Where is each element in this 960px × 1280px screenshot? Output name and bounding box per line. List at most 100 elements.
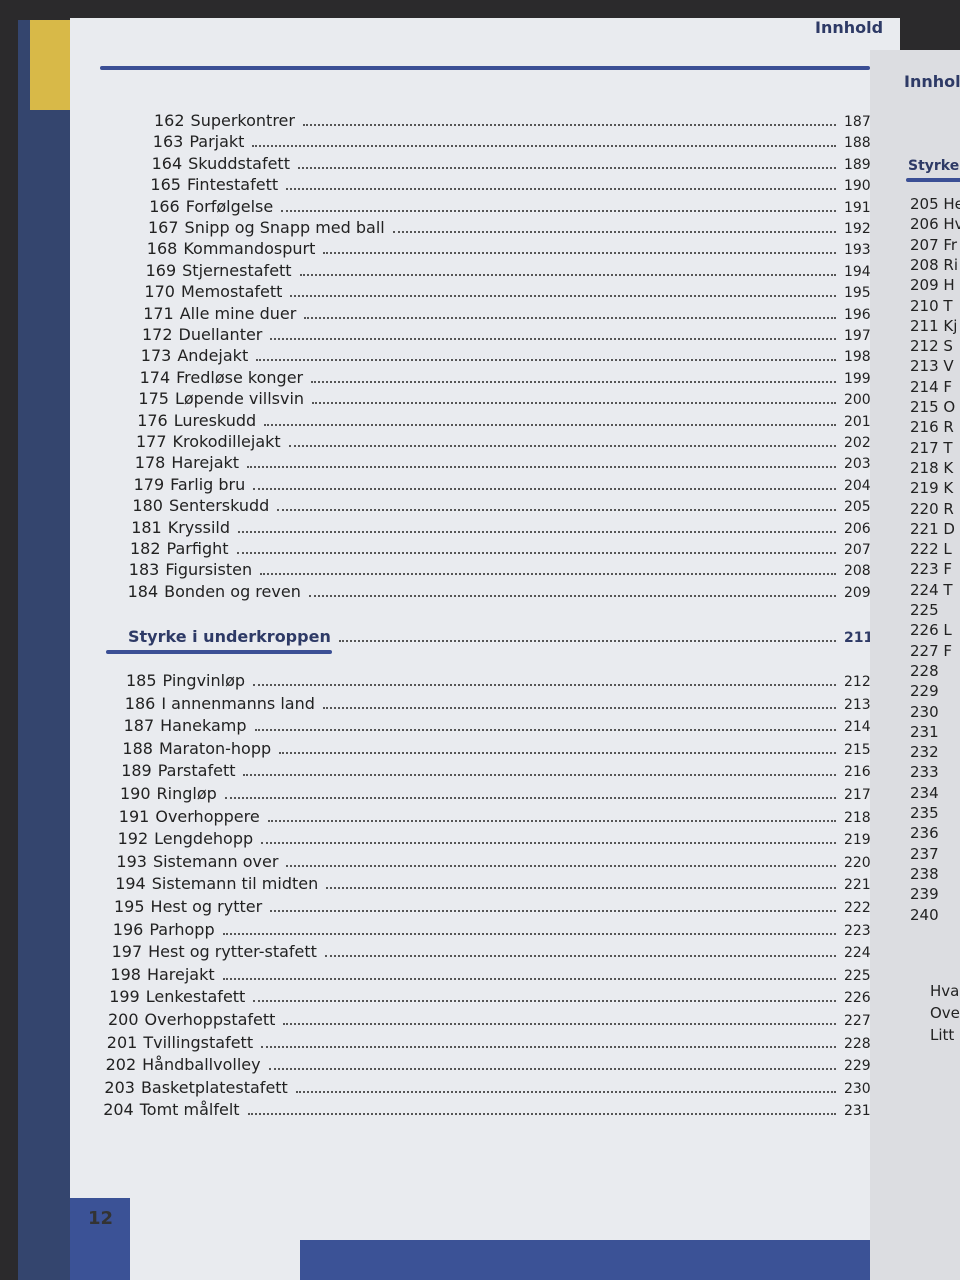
- entry-page: 227: [844, 1013, 871, 1029]
- toc-entry: 177 Krokodillejakt 202: [136, 431, 871, 451]
- leader-dots: [261, 842, 836, 845]
- toc-entry: 163 Parjakt 188: [152, 131, 871, 152]
- toc-entry: 168 Kommandospurt 193: [146, 238, 871, 259]
- toc-entry: 193 Sistemann over 220: [116, 851, 870, 871]
- leader-dots: [267, 819, 836, 822]
- toc-entry-fragment: 206 Hv: [910, 215, 960, 234]
- entry-number: 168: [146, 239, 178, 259]
- toc-entry-fragment: 219 K: [910, 479, 954, 498]
- entry-title: Parfight: [166, 539, 229, 558]
- leader-dots: [322, 706, 836, 709]
- entry-number: 163: [152, 132, 184, 152]
- leader-dots: [236, 552, 836, 554]
- section-rule: [906, 178, 960, 182]
- entry-page: 224: [843, 945, 871, 962]
- entry-page: 215: [843, 741, 871, 758]
- left-page: Innhold 162 Superkontrer 187 163 Parjakt 188 1…: [70, 18, 900, 1280]
- entry-page: 229: [843, 1058, 871, 1075]
- entry-number: 174: [139, 367, 171, 387]
- entry-page: 225: [843, 967, 871, 984]
- entry-page: 192: [844, 221, 871, 237]
- toc-entry-fragment: 234: [910, 783, 939, 802]
- footer-tab: [70, 1198, 130, 1280]
- entry-page: 199: [843, 370, 871, 387]
- entry-number: 170: [144, 282, 175, 302]
- entry-title: Fintestafett: [186, 175, 279, 195]
- entry-title: Parhopp: [149, 919, 215, 939]
- toc-entry-fragment: 218 K: [910, 458, 954, 477]
- entry-title: Løpende villsvin: [174, 389, 305, 409]
- leader-dots: [253, 487, 836, 490]
- toc-entry-fragment: 212 S: [910, 337, 953, 356]
- entry-title: Tomt målfelt: [139, 1100, 240, 1120]
- entry-number: 162: [154, 111, 185, 130]
- toc-entry: 180 Senterskudd 205: [132, 495, 870, 515]
- toc-entry-fragment: 207 Fr: [910, 235, 958, 254]
- entry-number: 176: [137, 410, 168, 430]
- entry-page: 201: [843, 413, 871, 430]
- entry-title: Bonden og reven: [164, 581, 301, 601]
- entry-number: 195: [114, 897, 145, 916]
- leader-dots: [392, 231, 836, 233]
- entry-title: Fredløse konger: [176, 367, 304, 387]
- toc-entry: 169 Stjernestafett 194: [146, 260, 871, 280]
- entry-page: 190: [843, 178, 871, 195]
- toc-entry: 197 Hest og rytter-stafett 224: [112, 941, 871, 962]
- toc-entry: 199 Lenkestafett 226: [109, 986, 871, 1007]
- entry-title: Snipp og Snapp med ball: [184, 218, 385, 237]
- toc-entry: 179 Farlig bru 204: [134, 474, 871, 494]
- entry-number: 198: [110, 964, 141, 984]
- entry-page: 191: [843, 199, 871, 216]
- toc-entry-fragment: 205 He: [910, 195, 960, 213]
- header-rule: [100, 66, 870, 70]
- entry-page: 223: [843, 922, 871, 939]
- entry-title: Overhoppere: [155, 806, 260, 826]
- page-header: Innhold: [815, 18, 884, 37]
- toc-entry-fragment: 239: [910, 885, 939, 904]
- entry-title: Hest og rytter-stafett: [148, 942, 317, 962]
- entry-title: Hest og rytter: [150, 897, 263, 916]
- toc-entry-fragment: 222 L: [910, 540, 952, 559]
- leader-dots: [312, 402, 836, 405]
- leader-dots: [302, 124, 836, 126]
- toc-entry: 201 Tvillingstafett 228: [107, 1032, 871, 1052]
- toc-entry: 178 Harejakt 203: [135, 452, 871, 473]
- leader-dots: [323, 252, 836, 255]
- toc-entry: 170 Memostafett 195: [144, 281, 870, 301]
- toc-entry: 196 Parhopp 223: [113, 919, 871, 939]
- leader-dots: [299, 273, 836, 276]
- leader-dots: [252, 145, 836, 148]
- leader-dots: [286, 864, 836, 867]
- entry-number: 175: [138, 389, 169, 409]
- toc-entry-fragment: 232: [910, 743, 939, 762]
- page-header: Innhol: [904, 72, 960, 91]
- toc-entry-fragment: 216 R: [910, 418, 954, 437]
- entry-number: 193: [116, 851, 147, 871]
- entry-title: Harejakt: [171, 453, 240, 473]
- entry-page: 188: [843, 135, 871, 152]
- entry-title: Andejakt: [177, 346, 249, 366]
- entry-title: Lenkestafett: [145, 987, 246, 1007]
- entry-page: 207: [844, 542, 871, 558]
- toc-entry: 162 Superkontrer 187: [154, 110, 871, 130]
- entry-title: Lengdehopp: [154, 829, 254, 849]
- toc-entry: 164 Skuddstafett 189: [152, 153, 871, 173]
- toc-entry-fragment: 224 T: [910, 580, 953, 599]
- entry-page: 226: [843, 990, 871, 1007]
- toc-entry: 198 Harejakt 225: [110, 964, 870, 984]
- toc-entry: 183 Figursisten 208: [129, 559, 871, 579]
- leader-dots: [279, 751, 836, 754]
- leader-dots: [264, 423, 836, 426]
- toc-entry-fragment: 225: [910, 601, 939, 619]
- entry-number: 185: [126, 671, 157, 690]
- entry-title: Superkontrer: [190, 111, 295, 130]
- entry-page: 195: [843, 285, 871, 302]
- entry-number: 192: [117, 829, 149, 849]
- entry-page: 187: [844, 114, 871, 130]
- entry-title: Forfølgelse: [185, 196, 274, 216]
- toc-entry: 165 Fintestafett 190: [150, 174, 870, 194]
- entry-page: 196: [843, 306, 871, 323]
- entry-title: Sistemann over: [152, 851, 279, 871]
- toc-entry-fragment: 210 T: [910, 296, 953, 315]
- toc-entry-fragment: 221 D: [910, 519, 955, 538]
